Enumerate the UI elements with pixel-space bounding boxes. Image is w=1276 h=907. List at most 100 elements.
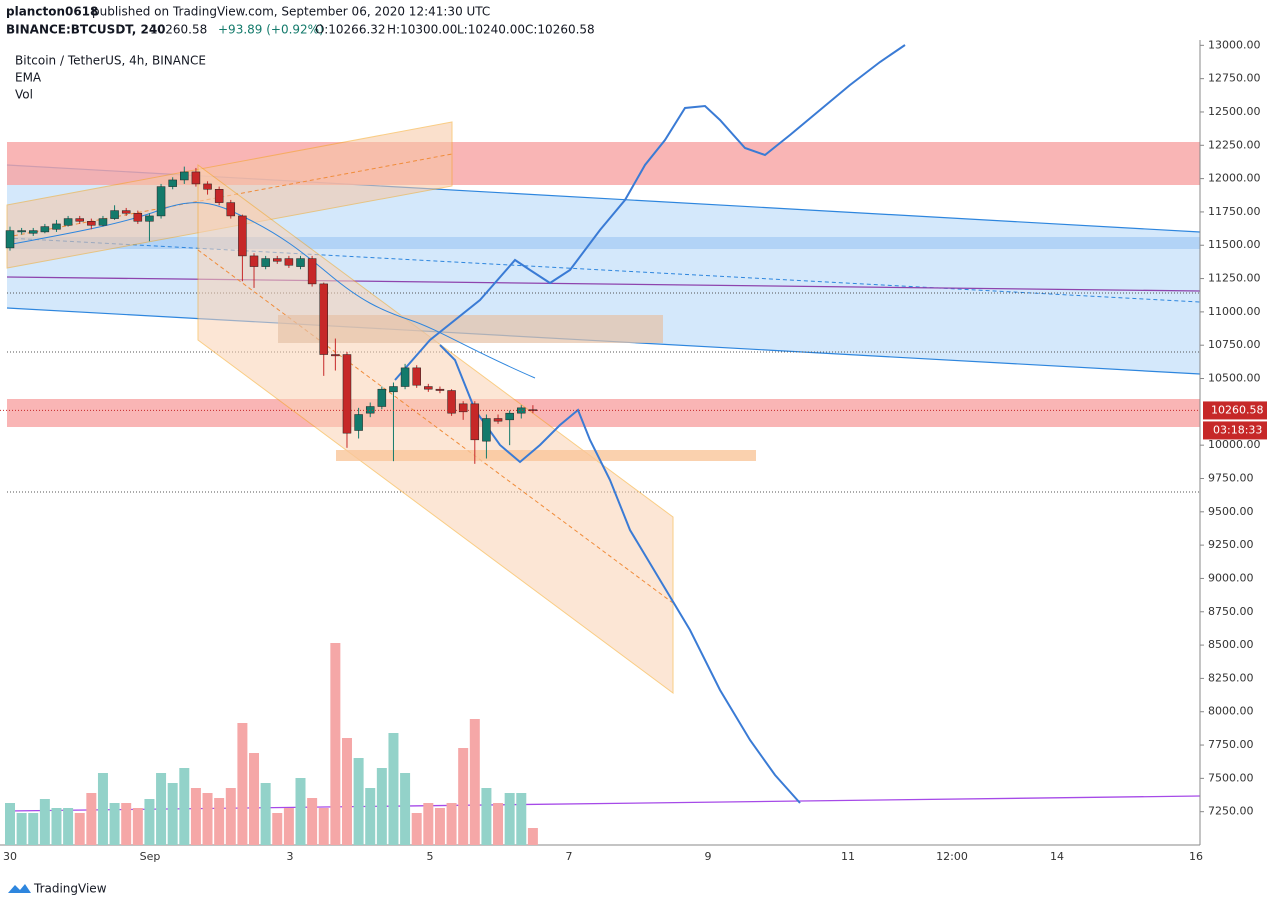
volume-bar (28, 813, 39, 845)
volume-bar (190, 788, 201, 845)
volume-bar (214, 798, 225, 845)
y-tick-label: 11250.00 (1208, 272, 1261, 285)
candle-body (342, 354, 352, 434)
candle-body (261, 258, 270, 267)
volume-bar (260, 783, 271, 845)
volume-bar (411, 813, 422, 845)
candle-body (28, 230, 38, 234)
volume-bar (86, 793, 97, 845)
x-tick-label: 11 (841, 850, 855, 863)
x-tick-label: 7 (566, 850, 573, 863)
x-tick-label: 30 (3, 850, 17, 863)
countdown: 03:18:33 (1213, 423, 1262, 436)
candle-body (238, 215, 247, 257)
candle-body (447, 390, 456, 414)
candle-body (528, 409, 538, 411)
volume-bar (179, 768, 190, 845)
drawings (6, 44, 1201, 812)
candle-body (214, 189, 224, 203)
y-tick-label: 7750.00 (1208, 738, 1254, 751)
volume-bar (516, 793, 527, 845)
volume-bar (156, 773, 167, 845)
high: H:10300.00 (387, 23, 457, 37)
volume-bar (469, 719, 480, 845)
low: L:10240.00 (457, 23, 525, 37)
candle-body (505, 412, 514, 421)
candle-body (412, 367, 421, 386)
y-tick-label: 9750.00 (1208, 471, 1254, 484)
change: +93.89 (+0.92%) (218, 23, 324, 37)
candle-body (482, 418, 491, 442)
candle-body (180, 171, 189, 181)
candle-body (400, 367, 410, 387)
volume-bar (458, 748, 469, 845)
volume-bar (330, 643, 341, 845)
y-tick-label: 12000.00 (1208, 172, 1261, 185)
volume-bar (5, 803, 15, 845)
candle-body (145, 215, 154, 222)
y-tick-label: 12250.00 (1208, 138, 1261, 151)
volume-bar (272, 813, 283, 845)
volume-bar (202, 793, 213, 845)
volume-bar (144, 799, 155, 845)
y-tick-label: 8750.00 (1208, 605, 1254, 618)
legend-item: Vol (15, 88, 33, 102)
volume-bar (388, 733, 399, 845)
candle-body (5, 230, 15, 249)
candle-body (98, 218, 108, 226)
candle-body (284, 258, 294, 266)
y-tick-label: 8000.00 (1208, 705, 1254, 718)
candle-body (17, 230, 26, 233)
volume-bar (400, 773, 411, 845)
y-tick-label: 7500.00 (1208, 771, 1254, 784)
close: C:10260.58 (525, 23, 595, 37)
candle-body (354, 414, 363, 431)
series (5, 166, 538, 845)
volume-bar (376, 768, 387, 845)
candle-body (63, 218, 73, 226)
candle-body (52, 223, 61, 230)
candle-body (493, 418, 503, 422)
x-tick-label: 16 (1189, 850, 1203, 863)
x-tick-label: Sep (140, 850, 161, 863)
volume-bar (481, 788, 492, 845)
candle-body (307, 258, 317, 285)
candle-body (319, 283, 328, 355)
candle-body (226, 202, 236, 217)
y-tick-label: 9250.00 (1208, 538, 1254, 551)
candle-body (377, 388, 387, 407)
volume-bar (97, 773, 108, 845)
candle-body (517, 407, 526, 414)
candle-body (389, 386, 398, 393)
volume-bar (249, 753, 260, 845)
volume-bar (16, 813, 27, 845)
volume-bar (237, 723, 248, 845)
y-tick-label: 10000.00 (1208, 438, 1261, 451)
volume-bar (341, 738, 352, 845)
published: published on TradingView.com, September … (92, 5, 490, 19)
volume-bar (109, 803, 120, 845)
y-tick-label: 8250.00 (1208, 671, 1254, 684)
volume-bar (318, 808, 329, 845)
y-tick-label: 11500.00 (1208, 238, 1261, 251)
price-label: 10260.58 (1211, 403, 1264, 416)
candle-body (203, 183, 212, 190)
y-tick-label: 11000.00 (1208, 305, 1261, 318)
x-tick-label: 12:00 (936, 850, 968, 863)
y-tick-label: 10750.00 (1208, 338, 1261, 351)
candle-body (458, 403, 468, 413)
y-tick-label: 12750.00 (1208, 72, 1261, 85)
candle-body (87, 221, 96, 226)
x-tick-label: 5 (427, 850, 434, 863)
volume-bar (353, 758, 364, 845)
footer: TradingView (33, 882, 107, 896)
volume-bar (51, 808, 62, 845)
candle-body (424, 386, 433, 390)
x-tick-label: 14 (1050, 850, 1064, 863)
volume-bar (295, 778, 306, 845)
price-tag (1203, 401, 1267, 420)
x-tick-label: 9 (705, 850, 712, 863)
volume-bar (63, 808, 74, 845)
candle-body (435, 388, 445, 391)
candle-body (365, 406, 375, 414)
